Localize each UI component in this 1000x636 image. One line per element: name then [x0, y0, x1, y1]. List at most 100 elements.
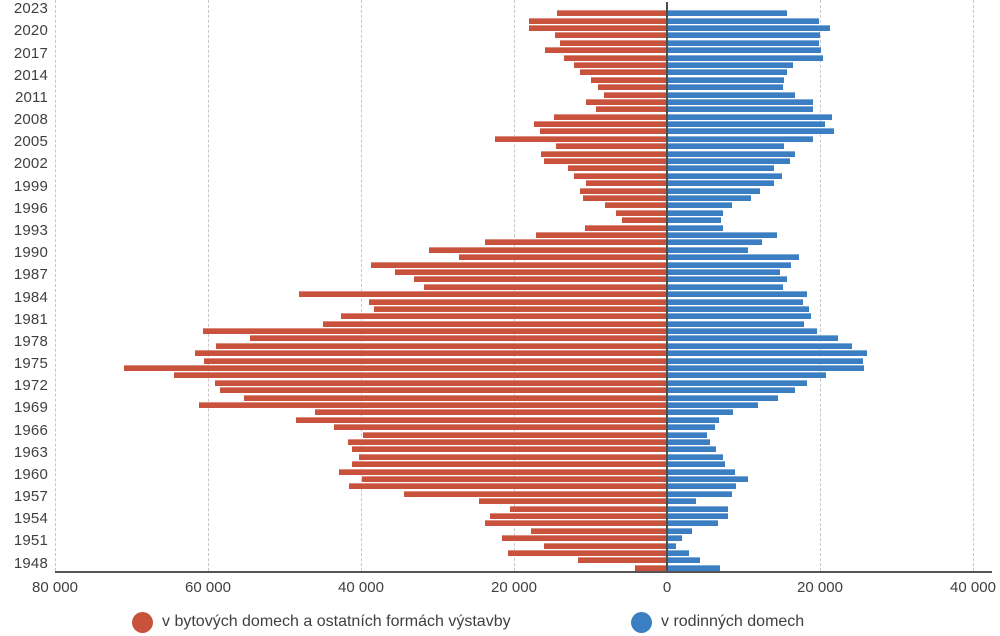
bar-family-houses-1966 — [668, 431, 708, 438]
bar-apartment-buildings-1990 — [458, 254, 666, 261]
bar-apartment-buildings-1965 — [347, 438, 666, 445]
bar-family-houses-1964 — [668, 446, 717, 453]
bar-family-houses-1954 — [668, 520, 718, 527]
bar-apartment-buildings-1952 — [502, 535, 666, 542]
gridline — [55, 0, 56, 571]
y-tick-label-1990: 1990 — [13, 244, 48, 262]
bar-apartment-buildings-1996 — [615, 209, 666, 216]
y-tick-label-1981: 1981 — [13, 310, 48, 328]
y-tick-label-1963: 1963 — [13, 443, 48, 461]
legend-dot-apartment-buildings — [132, 611, 153, 633]
bar-apartment-buildings-1993 — [535, 231, 666, 238]
bar-family-houses-1951 — [668, 542, 677, 549]
bar-apartment-buildings-2000 — [585, 180, 666, 187]
bar-family-houses-1997 — [668, 202, 733, 209]
bar-family-houses-1983 — [668, 305, 809, 312]
bar-family-houses-1988 — [668, 268, 781, 275]
bar-family-houses-1958 — [668, 490, 733, 497]
bar-family-houses-2010 — [668, 106, 813, 113]
x-tick-label: 40 000 — [950, 579, 996, 596]
bar-family-houses-1989 — [668, 261, 792, 268]
bar-family-houses-2005 — [668, 143, 785, 150]
bar-family-houses-1949 — [668, 557, 701, 564]
bar-family-houses-1976 — [668, 357, 864, 364]
bar-family-houses-2017 — [668, 54, 824, 61]
bar-apartment-buildings-1971 — [243, 394, 666, 401]
x-tick-label: 20 000 — [491, 579, 537, 596]
bar-family-houses-2012 — [668, 91, 795, 98]
bar-apartment-buildings-1977 — [194, 350, 666, 357]
bar-apartment-buildings-1966 — [363, 431, 666, 438]
y-tick-label-2020: 2020 — [13, 22, 48, 40]
y-tick-label-2017: 2017 — [13, 44, 48, 62]
bar-apartment-buildings-2001 — [574, 172, 666, 179]
bar-family-houses-2015 — [668, 69, 787, 76]
legend: v bytových domech a ostatních formách vý… — [0, 610, 1000, 636]
bar-family-houses-1994 — [668, 224, 724, 231]
y-tick-label-1987: 1987 — [13, 266, 48, 284]
bar-apartment-buildings-1982 — [340, 313, 666, 320]
bar-family-houses-2002 — [668, 165, 775, 172]
bar-family-houses-1985 — [668, 291, 808, 298]
bar-family-houses-1948 — [668, 564, 721, 571]
bar-family-houses-1968 — [668, 416, 720, 423]
y-tick-label-1954: 1954 — [13, 510, 48, 528]
y-tick-label-1993: 1993 — [13, 221, 48, 239]
bar-apartment-buildings-1994 — [584, 224, 666, 231]
bar-family-houses-2020 — [668, 32, 821, 39]
gridline — [820, 0, 821, 571]
bar-family-houses-2016 — [668, 61, 793, 68]
y-tick-label-1975: 1975 — [13, 355, 48, 373]
bar-apartment-buildings-1980 — [203, 328, 666, 335]
bar-apartment-buildings-2013 — [597, 84, 666, 91]
bar-family-houses-2021 — [668, 24, 831, 31]
legend-label-apartment-buildings: v bytových domech a ostatních formách vý… — [162, 613, 511, 630]
x-tick-label: 80 000 — [32, 579, 78, 596]
bar-apartment-buildings-2021 — [529, 24, 666, 31]
bar-apartment-buildings-1958 — [404, 490, 666, 497]
bar-apartment-buildings-2022 — [529, 17, 666, 24]
bar-apartment-buildings-1997 — [604, 202, 666, 209]
legend-dot-family-houses — [631, 611, 652, 633]
bar-family-houses-2014 — [668, 76, 784, 83]
bar-family-houses-1986 — [668, 283, 783, 290]
bar-apartment-buildings-1963 — [359, 453, 666, 460]
bar-apartment-buildings-1972 — [220, 387, 666, 394]
y-tick-label-1960: 1960 — [13, 465, 48, 483]
bar-apartment-buildings-1998 — [583, 195, 666, 202]
bar-apartment-buildings-2020 — [555, 32, 666, 39]
bar-apartment-buildings-1968 — [295, 416, 666, 423]
bar-family-houses-1967 — [668, 424, 716, 431]
bar-family-houses-2022 — [668, 17, 820, 24]
legend-item-family-houses: v rodinných domech — [631, 610, 804, 634]
bar-family-houses-1982 — [668, 313, 812, 320]
bar-family-houses-1961 — [668, 468, 735, 475]
bar-family-houses-1953 — [668, 527, 692, 534]
bar-family-houses-1984 — [668, 298, 804, 305]
bar-family-houses-2001 — [668, 172, 782, 179]
bar-apartment-buildings-2008 — [534, 121, 666, 128]
bar-family-houses-1990 — [668, 254, 799, 261]
bar-apartment-buildings-1956 — [509, 505, 666, 512]
y-tick-label-1957: 1957 — [13, 488, 48, 506]
zero-axis-line — [666, 2, 668, 571]
bar-apartment-buildings-2009 — [554, 113, 666, 120]
bar-family-houses-1952 — [668, 535, 682, 542]
bar-apartment-buildings-1986 — [424, 283, 666, 290]
bar-family-houses-1957 — [668, 498, 697, 505]
bar-apartment-buildings-1955 — [490, 512, 666, 519]
bar-family-houses-1970 — [668, 402, 759, 409]
y-tick-label-2011: 2011 — [14, 88, 48, 106]
bar-apartment-buildings-1961 — [339, 468, 666, 475]
y-tick-label-2023: 2023 — [13, 0, 48, 18]
bar-family-houses-1956 — [668, 505, 729, 512]
bar-apartment-buildings-2017 — [564, 54, 666, 61]
bar-apartment-buildings-1988 — [395, 268, 666, 275]
y-tick-label-1996: 1996 — [13, 199, 48, 217]
y-tick-label-2008: 2008 — [13, 111, 48, 129]
bar-apartment-buildings-1983 — [373, 305, 666, 312]
bar-apartment-buildings-1959 — [349, 483, 666, 490]
bar-apartment-buildings-1985 — [298, 291, 666, 298]
bar-apartment-buildings-2014 — [591, 76, 666, 83]
